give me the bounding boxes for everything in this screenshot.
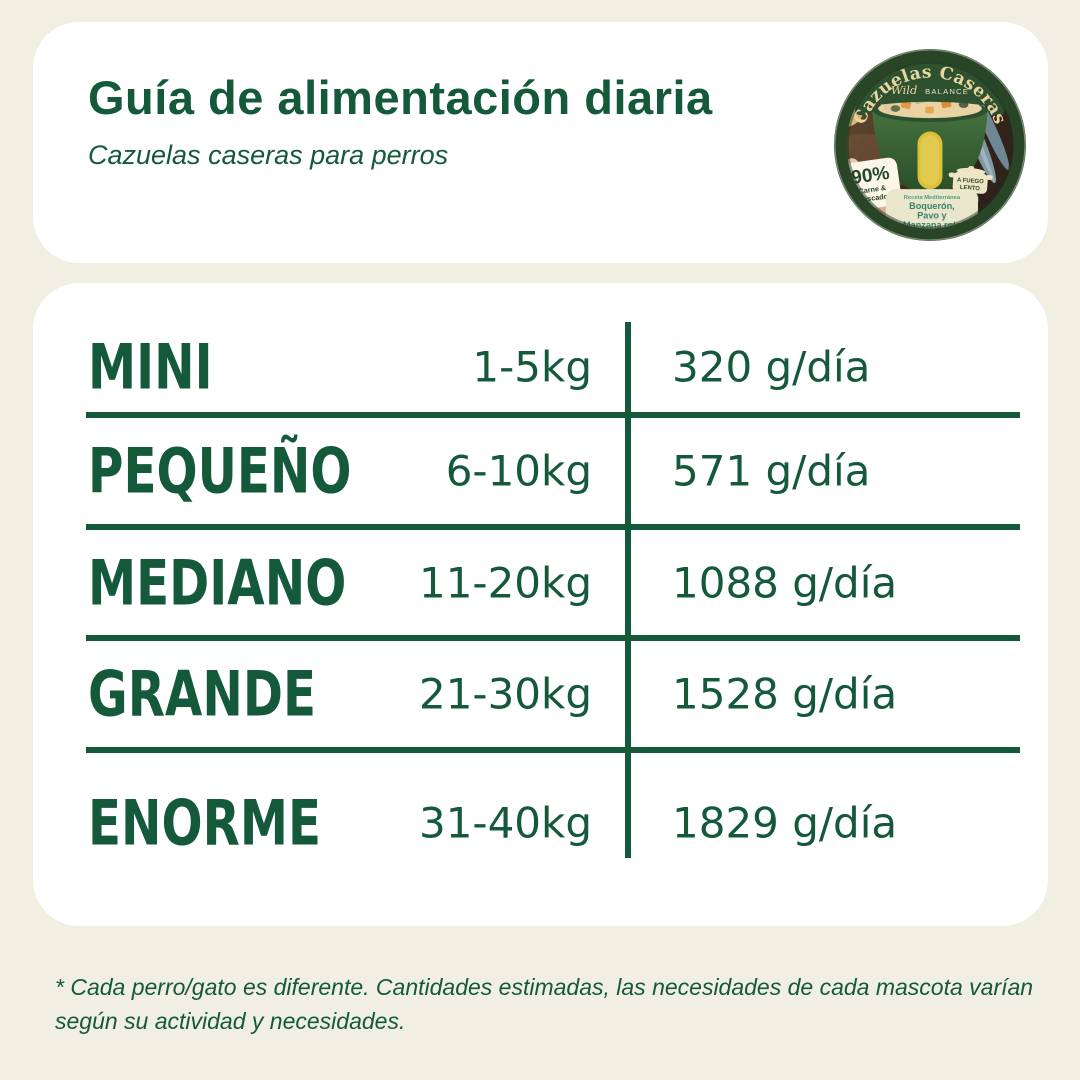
recipe-block: Receta Mediterránea Boquerón, Pavo y Man…: [885, 189, 978, 230]
recipe-line1: Boquerón,: [909, 201, 955, 211]
daily-amount: 1088 g/día: [672, 558, 898, 607]
product-tin-image: Cazuelas Caseras Wild BALANCE 90% Carne …: [834, 49, 1026, 241]
weight-range: 21-30kg: [418, 669, 592, 719]
feeding-table-card: MINI 1-5kg 320 g/día PEQUEÑO 6-10kg 571 …: [33, 283, 1048, 926]
footnote: * Cada perro/gato es diferente. Cantidad…: [55, 970, 1033, 1038]
size-label: ENORME: [88, 786, 322, 860]
table-row: MEDIANO 11-20kg 1088 g/día: [86, 530, 1020, 641]
size-label: PEQUEÑO: [88, 434, 352, 508]
recipe-line3: Manzana roja: [903, 220, 962, 230]
header-card: Guía de alimentación diaria Cazuelas cas…: [33, 22, 1048, 263]
yellow-strip: [917, 131, 943, 190]
daily-amount: 1528 g/día: [672, 669, 898, 719]
slow-cook-badge: A FUEGO LENTO: [948, 166, 993, 194]
page-subtitle: Cazuelas caseras para perros: [88, 140, 449, 170]
size-label: MINI: [88, 330, 213, 404]
feeding-table: MINI 1-5kg 320 g/día PEQUEÑO 6-10kg 571 …: [86, 322, 1020, 893]
daily-amount: 320 g/día: [672, 342, 871, 392]
footnote-line1: * Cada perro/gato es diferente. Cantidad…: [55, 974, 1034, 1000]
page-title: Guía de alimentación diaria: [88, 71, 713, 124]
product-tin-svg: Cazuelas Caseras Wild BALANCE 90% Carne …: [834, 49, 1026, 241]
table-row: MINI 1-5kg 320 g/día: [86, 322, 1020, 418]
recipe-line2: Pavo y: [917, 210, 947, 220]
slow-badge-line2: LENTO: [960, 185, 981, 192]
daily-amount: 571 g/día: [672, 446, 871, 496]
size-label: MEDIANO: [88, 546, 347, 619]
footnote-line2: según su actividad y necesidades.: [55, 1008, 406, 1034]
daily-amount: 1829 g/día: [672, 798, 898, 848]
table-row: ENORME 31-40kg 1829 g/día: [86, 753, 1020, 893]
size-label: GRANDE: [88, 657, 317, 731]
weight-range: 1-5kg: [472, 342, 592, 392]
sub-brand-caps: BALANCE: [925, 87, 969, 96]
table-row: GRANDE 21-30kg 1528 g/día: [86, 641, 1020, 753]
percent-line1: Carne &: [858, 183, 887, 196]
slow-badge-line1: A FUEGO: [957, 178, 985, 186]
recipe-label: Receta Mediterránea: [904, 195, 961, 201]
percent-badge: 90% Carne & pescado: [846, 157, 902, 211]
table-row: PEQUEÑO 6-10kg 571 g/día: [86, 418, 1020, 530]
weight-range: 6-10kg: [445, 446, 592, 496]
sub-brand-text: Wild BALANCE: [891, 80, 969, 98]
weight-range: 11-20kg: [418, 558, 592, 607]
sub-brand-script: Wild: [891, 83, 917, 97]
weight-range: 31-40kg: [418, 798, 592, 848]
column-divider: [625, 322, 631, 858]
